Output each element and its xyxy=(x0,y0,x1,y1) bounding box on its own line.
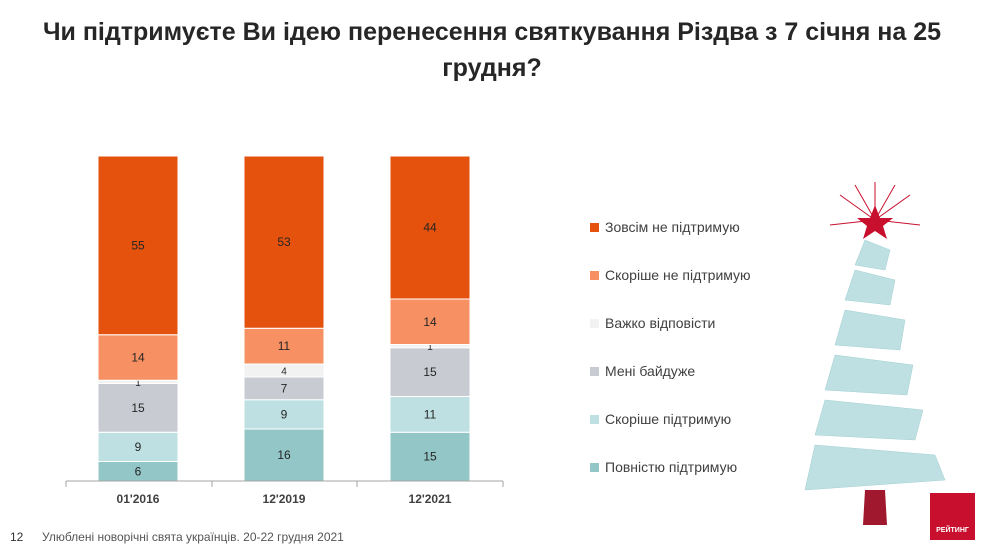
data-label: 44 xyxy=(423,221,437,235)
bar-segment xyxy=(97,334,179,381)
bar-segment xyxy=(389,155,471,300)
bar-segment xyxy=(243,428,325,482)
data-label: 11 xyxy=(278,339,291,353)
bar-segment xyxy=(97,155,179,336)
legend-swatch xyxy=(590,222,599,232)
legend-item: Зовсім не підтримую xyxy=(590,203,751,251)
data-label: 53 xyxy=(277,235,291,249)
legend-swatch xyxy=(590,270,599,280)
bar-segment xyxy=(389,347,471,397)
data-label: 1 xyxy=(135,378,141,389)
logo-text: РЕЙТИНГ xyxy=(936,527,969,534)
data-label: 1 xyxy=(427,342,433,353)
bar-segment xyxy=(243,155,325,329)
legend-label: Зовсім не підтримую xyxy=(605,219,740,235)
legend-swatch xyxy=(590,414,599,424)
legend-item: Мені байдуже xyxy=(590,347,751,395)
data-label: 15 xyxy=(131,401,145,415)
legend-label: Скоріше не підтримую xyxy=(605,267,751,283)
page-number: 12 xyxy=(10,530,24,544)
x-tick-label: 12'2021 xyxy=(409,492,452,506)
data-label: 4 xyxy=(281,367,287,378)
footer-source: Улюблені новорічні свята українців. 20-2… xyxy=(42,530,344,544)
star-icon xyxy=(857,205,893,239)
x-tick-label: 12'2019 xyxy=(263,492,306,506)
data-label: 7 xyxy=(281,381,288,395)
legend-swatch xyxy=(590,462,599,472)
legend-label: Мені байдуже xyxy=(605,363,696,379)
data-label: 55 xyxy=(131,238,145,252)
data-label: 14 xyxy=(131,351,145,365)
data-label: 16 xyxy=(277,448,291,462)
data-label: 6 xyxy=(135,464,142,478)
data-label: 14 xyxy=(423,315,437,329)
bar-segment xyxy=(389,431,471,482)
legend: Зовсім не підтримую Скоріше не підтримую В… xyxy=(590,203,751,491)
bar-segment xyxy=(97,383,179,433)
rating-logo: РЕЙТИНГ xyxy=(930,493,975,540)
legend-swatch xyxy=(590,318,599,328)
legend-item: Скоріше підтримую xyxy=(590,395,751,443)
data-label: 11 xyxy=(424,407,437,421)
legend-label: Скоріше підтримую xyxy=(605,411,732,427)
x-tick-label: 01'2016 xyxy=(117,492,160,506)
legend-item: Важко відповісти xyxy=(590,299,751,347)
bar-segment xyxy=(389,298,471,345)
bar-segment xyxy=(243,327,325,365)
legend-item: Повністю підтримую xyxy=(590,443,751,491)
bar-segment xyxy=(97,431,179,462)
christmas-tree-illustration xyxy=(804,182,946,525)
legend-label: Важко відповісти xyxy=(605,315,716,331)
bar-segment xyxy=(389,396,471,433)
data-label: 9 xyxy=(281,407,288,421)
legend-swatch xyxy=(590,366,599,376)
page-title: Чи підтримуєте Ви ідею перенесення святк… xyxy=(42,18,942,82)
data-label: 15 xyxy=(423,365,437,379)
data-label: 9 xyxy=(135,440,142,454)
bar-segment xyxy=(243,399,325,430)
data-label: 15 xyxy=(423,450,437,464)
legend-label: Повністю підтримую xyxy=(605,459,738,475)
legend-item: Скоріше не підтримую xyxy=(590,251,751,299)
